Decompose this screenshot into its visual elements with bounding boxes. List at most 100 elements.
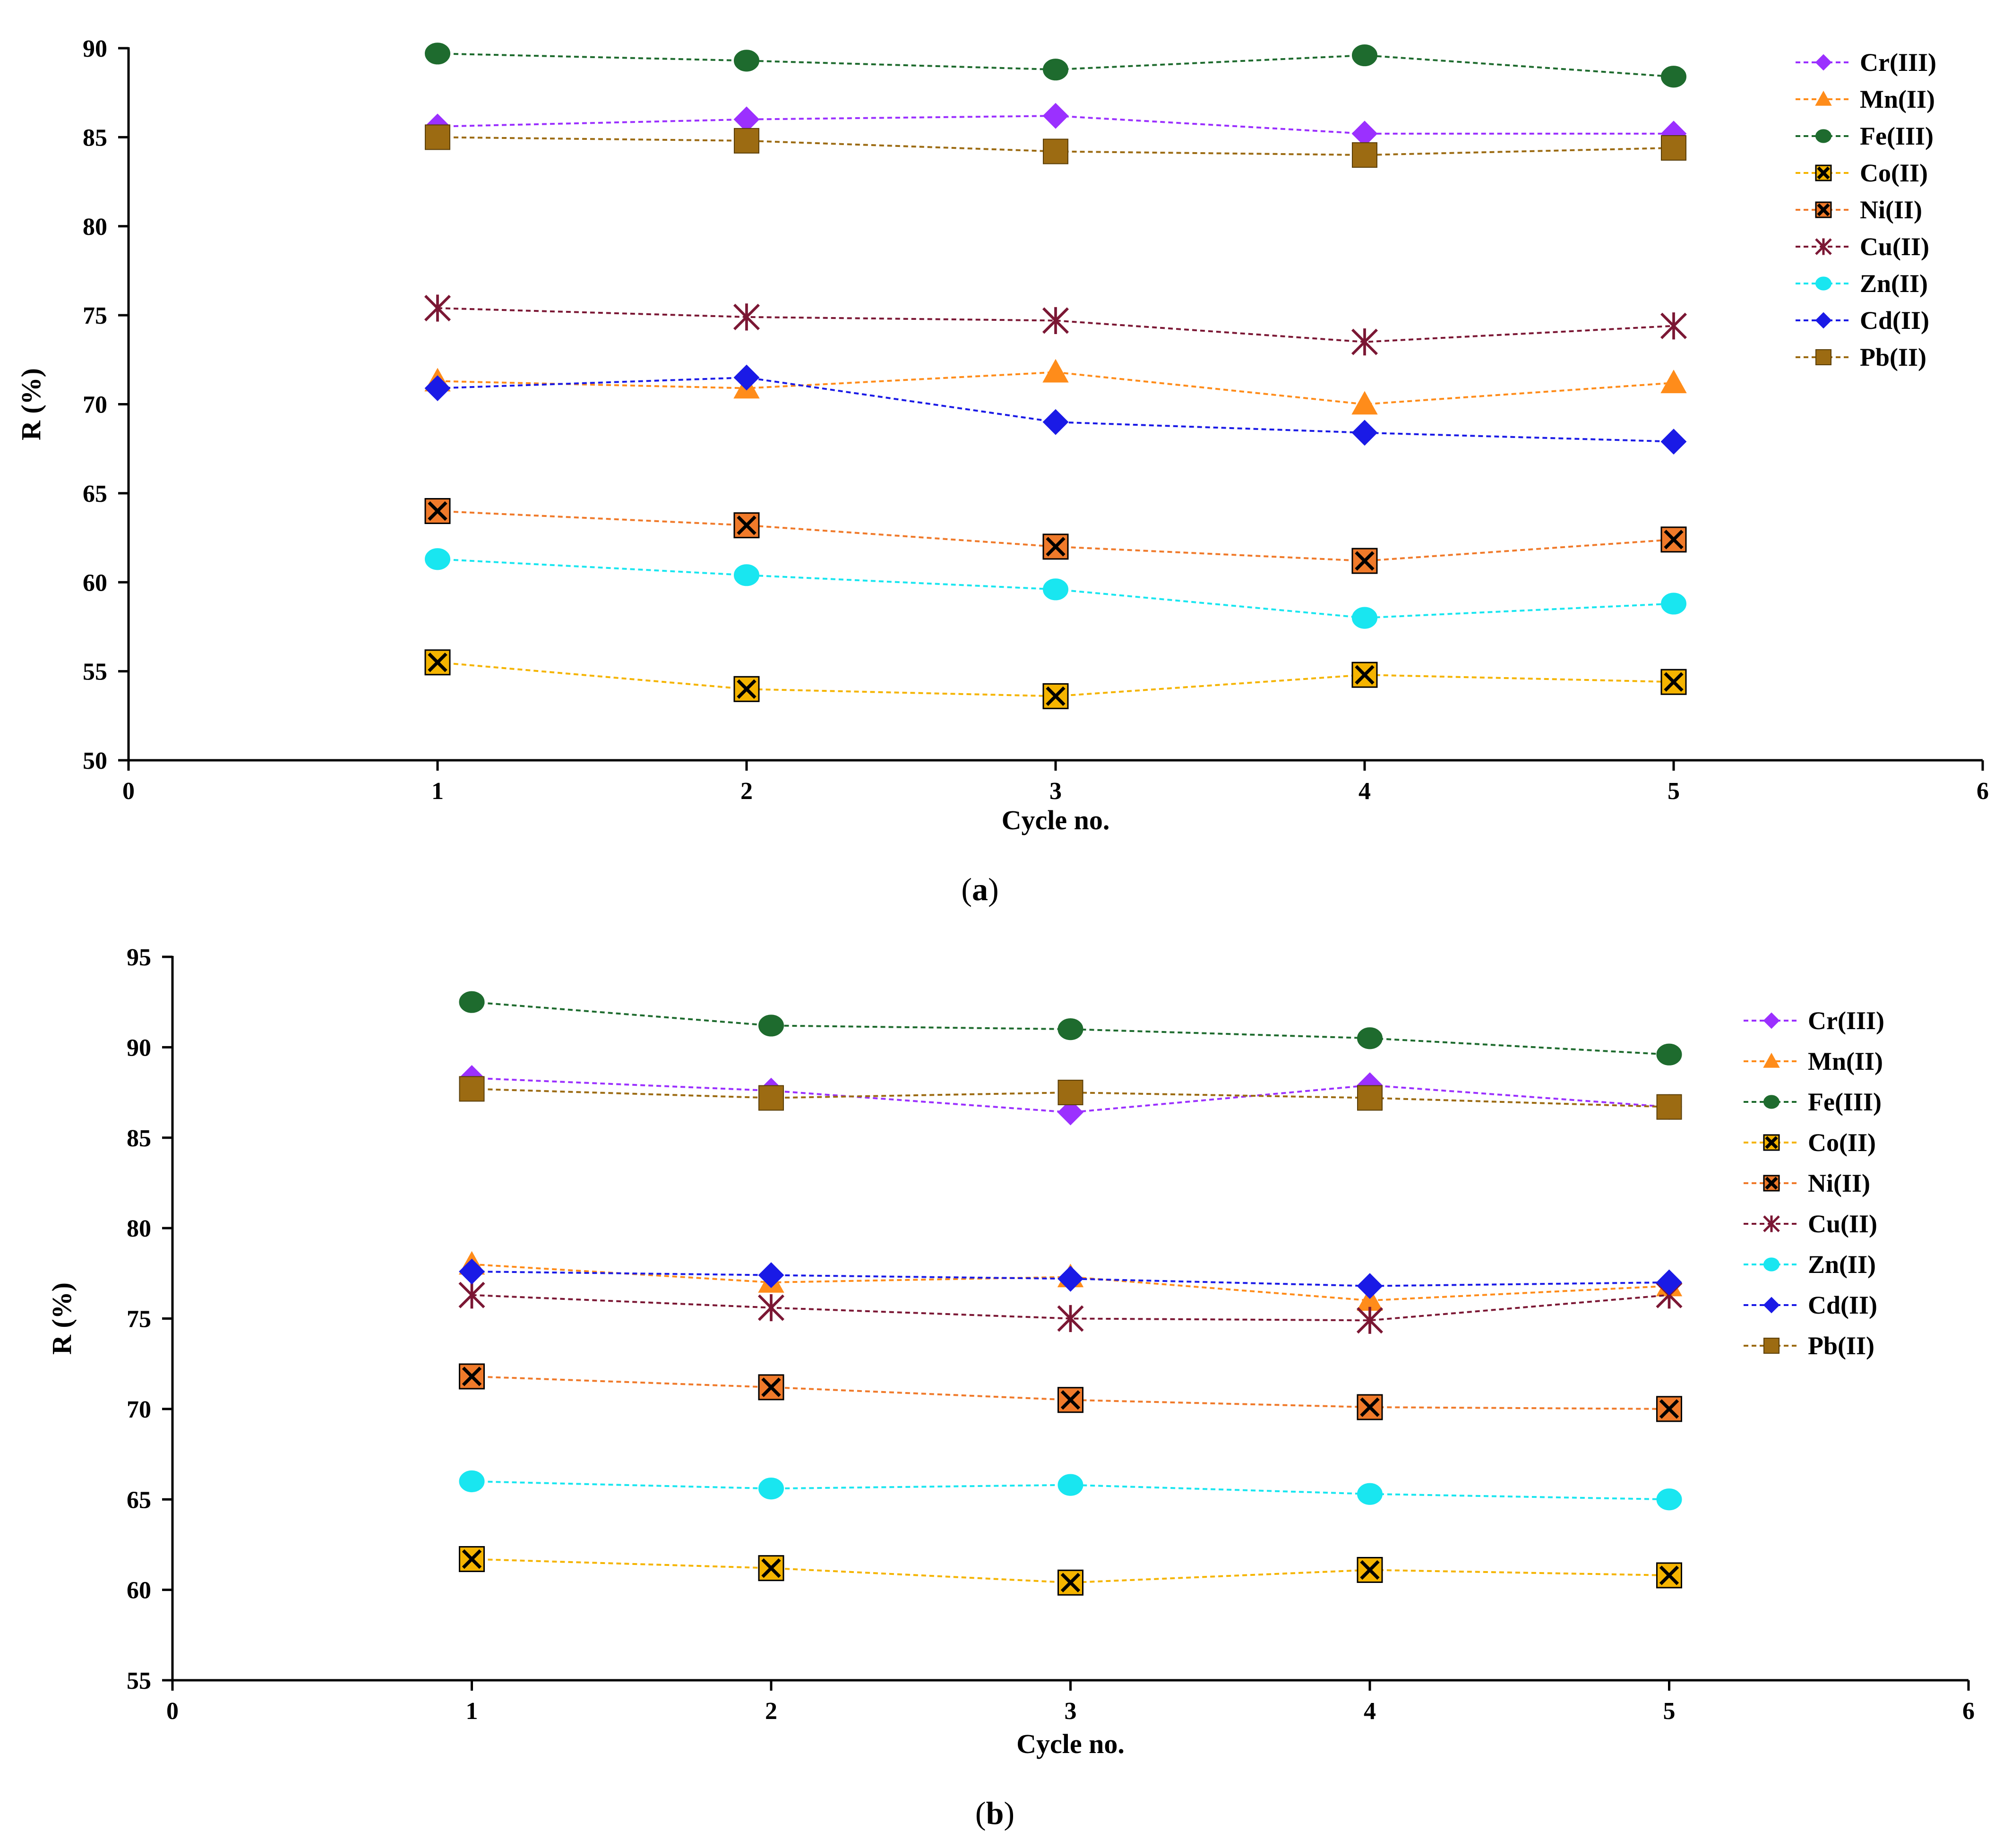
data-point bbox=[758, 1478, 784, 1500]
x-axis-title: Cycle no. bbox=[1016, 1728, 1125, 1759]
y-axis-title: R (%) bbox=[16, 368, 46, 440]
legend-marker bbox=[1763, 1012, 1780, 1029]
series-fe-iii bbox=[459, 991, 1682, 1066]
panel-label: (a) bbox=[961, 871, 998, 907]
series-ni-ii bbox=[424, 498, 1687, 574]
data-point bbox=[734, 564, 759, 586]
y-tick-label: 55 bbox=[127, 1667, 151, 1694]
legend-entry-cu-ii: Cu(II) bbox=[1796, 232, 1929, 261]
legend-marker bbox=[1815, 238, 1832, 255]
legend-marker bbox=[1815, 201, 1832, 218]
data-point bbox=[1656, 1269, 1682, 1296]
legend-entry-ni-ii: Ni(II) bbox=[1796, 196, 1922, 224]
data-point bbox=[1042, 533, 1069, 560]
data-point bbox=[1357, 1085, 1383, 1111]
series-cu-ii bbox=[424, 294, 1687, 356]
data-point bbox=[1042, 307, 1069, 335]
series-cd-ii bbox=[459, 1258, 1682, 1299]
data-point bbox=[424, 375, 451, 402]
legend-entry-ni-ii: Ni(II) bbox=[1744, 1169, 1870, 1197]
series-fe-iii bbox=[425, 43, 1686, 88]
legend-entry-cr-iii: Cr(III) bbox=[1744, 1006, 1884, 1035]
legend-marker bbox=[1763, 1297, 1780, 1314]
legend-label: Cr(III) bbox=[1808, 1006, 1884, 1035]
y-tick-label: 85 bbox=[127, 1125, 151, 1152]
data-point bbox=[1656, 1094, 1682, 1120]
data-point bbox=[1352, 142, 1377, 168]
y-tick-label: 65 bbox=[127, 1487, 151, 1513]
legend-label: Co(II) bbox=[1808, 1128, 1876, 1157]
legend-marker bbox=[1815, 276, 1831, 291]
data-point bbox=[1057, 1305, 1084, 1332]
panel-letter: a bbox=[972, 871, 988, 907]
x-tick-label: 5 bbox=[1663, 1698, 1676, 1725]
data-point bbox=[1057, 1387, 1083, 1413]
legend-entry-co-ii: Co(II) bbox=[1796, 159, 1928, 187]
x-tick-label: 6 bbox=[1962, 1698, 1975, 1725]
data-point bbox=[424, 294, 451, 322]
series-line bbox=[437, 115, 1674, 135]
legend-entry-cd-ii: Cd(II) bbox=[1796, 306, 1929, 335]
legend-marker bbox=[1763, 1052, 1780, 1068]
legend-entry-cr-iii: Cr(III) bbox=[1796, 48, 1936, 77]
data-point bbox=[1043, 59, 1068, 81]
data-point bbox=[733, 364, 760, 391]
y-tick-label: 50 bbox=[83, 748, 107, 774]
legend-label: Ni(II) bbox=[1808, 1169, 1870, 1197]
data-point bbox=[1660, 429, 1687, 455]
legend-marker bbox=[1763, 1215, 1780, 1232]
data-point bbox=[1352, 607, 1377, 629]
data-point bbox=[1357, 1273, 1383, 1299]
data-point bbox=[1357, 1394, 1383, 1420]
legend-label: Cd(II) bbox=[1860, 306, 1929, 335]
legend-marker bbox=[1815, 349, 1831, 365]
legend-marker bbox=[1763, 1338, 1779, 1354]
legend-marker bbox=[1815, 90, 1832, 106]
legend-label: Zn(II) bbox=[1808, 1250, 1876, 1279]
legend-marker bbox=[1815, 164, 1832, 181]
legend-marker bbox=[1815, 312, 1832, 329]
data-point bbox=[459, 1546, 485, 1573]
data-point bbox=[1042, 103, 1069, 129]
data-point bbox=[459, 1470, 485, 1493]
data-point bbox=[1057, 1474, 1083, 1496]
legend-entry-zn-ii: Zn(II) bbox=[1796, 269, 1928, 298]
legend-label: Fe(III) bbox=[1808, 1088, 1882, 1116]
data-point bbox=[1356, 1306, 1384, 1334]
x-tick-label: 2 bbox=[740, 778, 753, 805]
data-point bbox=[1057, 1569, 1083, 1596]
series-cd-ii bbox=[424, 364, 1687, 455]
legend-entry-zn-ii: Zn(II) bbox=[1744, 1250, 1876, 1279]
data-point bbox=[459, 1258, 485, 1285]
data-point bbox=[1656, 1488, 1682, 1511]
data-point bbox=[459, 1076, 485, 1102]
y-tick-label: 65 bbox=[83, 481, 107, 507]
data-point bbox=[733, 676, 760, 702]
legend-label: Cu(II) bbox=[1860, 232, 1929, 261]
y-tick-label: 95 bbox=[127, 944, 151, 971]
y-axis-title: R (%) bbox=[46, 1282, 77, 1355]
legend-entry-co-ii: Co(II) bbox=[1744, 1128, 1876, 1157]
x-tick-label: 3 bbox=[1049, 778, 1062, 805]
legend-label: Cd(II) bbox=[1808, 1291, 1877, 1319]
legend-label: Zn(II) bbox=[1860, 269, 1928, 298]
data-point bbox=[1660, 669, 1687, 695]
data-point bbox=[758, 1555, 784, 1582]
x-tick-label: 1 bbox=[466, 1698, 478, 1725]
data-point bbox=[1057, 1080, 1083, 1106]
data-point bbox=[1357, 1027, 1383, 1049]
data-point bbox=[458, 1281, 485, 1309]
chart-panel-a: 50 55 60 65 70 75 80 85 90 0 1 2 3 4 5 6 Cycle no. R (%) (… bbox=[16, 35, 1989, 907]
y-tick-label: 75 bbox=[127, 1306, 151, 1333]
x-tick-label: 0 bbox=[122, 778, 135, 805]
data-point bbox=[424, 498, 451, 524]
legend-entry-cu-ii: Cu(II) bbox=[1744, 1210, 1877, 1238]
series-zn-ii bbox=[459, 1470, 1682, 1511]
data-point bbox=[1057, 1265, 1083, 1292]
data-point bbox=[1661, 135, 1686, 161]
y-tick-label: 80 bbox=[83, 214, 107, 241]
x-tick-label: 4 bbox=[1358, 778, 1371, 805]
data-point bbox=[1660, 312, 1687, 340]
